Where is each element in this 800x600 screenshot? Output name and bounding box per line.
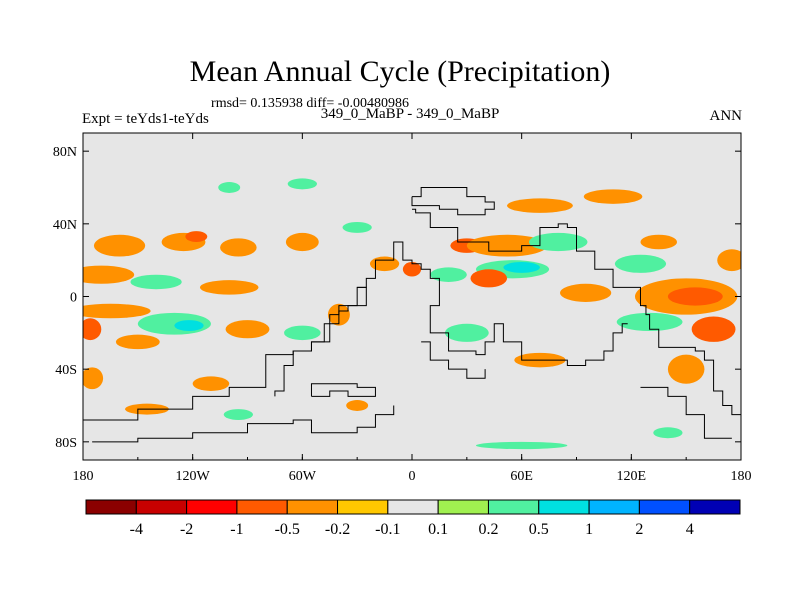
anomaly-patch-40 — [691, 316, 736, 342]
colorbar-label-0: -4 — [130, 521, 143, 538]
left-string: Expt = teYds1-teYds — [82, 111, 209, 127]
colorbar-label-7: 0.2 — [478, 521, 498, 538]
anomaly-patch-47 — [346, 400, 369, 411]
coastline-3 — [92, 405, 395, 443]
colorbar-label-8: 0.5 — [529, 521, 549, 538]
anomaly-patch-0 — [93, 234, 146, 257]
x-tick-label-6: 180 — [731, 469, 752, 484]
x-tick-label-4: 60E — [510, 469, 533, 484]
anomaly-patch-12 — [83, 318, 102, 341]
colorbar-box-6 — [387, 499, 439, 515]
y-tick-label-1: 40N — [53, 218, 77, 233]
anomaly-patch-30 — [470, 269, 508, 288]
colorbar-label-4: -0.2 — [325, 521, 350, 538]
anomaly-patch-35 — [640, 234, 678, 250]
anomaly-patch-22 — [342, 222, 372, 233]
anomaly-patch-44 — [667, 354, 705, 384]
anomaly-patch-42 — [444, 323, 489, 342]
anomaly-patch-23 — [369, 256, 400, 272]
anomaly-patch-46 — [475, 441, 568, 450]
anomaly-patch-33 — [507, 198, 573, 213]
anomaly-patch-45 — [653, 427, 683, 439]
colorbar-box-2 — [186, 499, 238, 515]
colorbar-box-3 — [236, 499, 288, 515]
axis-ticks: 180 120W 60W 0 60E 120E 180 80N 40N 0 40S 80S — [53, 133, 752, 484]
coastline-6 — [640, 386, 732, 439]
y-tick-label-2: 0 — [70, 291, 77, 306]
anomaly-patch-27 — [466, 234, 548, 257]
colorbar-box-12 — [689, 499, 741, 515]
coastline-layer — [83, 187, 741, 443]
anomaly-patch-38 — [667, 287, 723, 306]
anomaly-patch-10 — [174, 320, 204, 332]
anomaly-patch-16 — [83, 367, 104, 390]
colorbar-label-5: -0.1 — [375, 521, 400, 538]
anomaly-patch-3 — [220, 238, 257, 257]
anomaly-patch-2 — [185, 231, 208, 242]
coastline-2 — [274, 286, 367, 397]
anomaly-patch-4 — [285, 232, 319, 252]
anomaly-patch-6 — [130, 274, 182, 290]
x-tick-label-2: 60W — [289, 469, 317, 484]
chart-title: Mean Annual Cycle (Precipitation) — [189, 55, 611, 88]
coastline-4 — [310, 383, 376, 397]
colorbar-box-7 — [437, 499, 489, 515]
anomaly-patch-34 — [583, 189, 643, 204]
center-string: 349_0_MaBP - 349_0_MaBP — [320, 106, 500, 122]
y-tick-label-3: 40S — [55, 363, 77, 378]
colorbar-label-2: -1 — [230, 521, 243, 538]
x-tick-label-0: 180 — [73, 469, 94, 484]
anomaly-patch-41 — [717, 249, 741, 272]
x-tick-label-5: 120E — [617, 469, 647, 484]
colorbar-label-3: -0.5 — [275, 521, 300, 538]
anomaly-patch-14 — [284, 325, 321, 341]
anomaly-patch-13 — [115, 334, 160, 350]
anomaly-patch-36 — [614, 254, 667, 273]
colorbar-box-10 — [588, 499, 640, 515]
colorbar-label-11: 4 — [686, 521, 694, 538]
coastline-5 — [411, 187, 495, 216]
anomaly-patch-25 — [430, 267, 467, 282]
y-tick-label-4: 80S — [55, 436, 77, 451]
colorbar-box-4 — [286, 499, 339, 515]
colorbar-label-10: 2 — [635, 521, 643, 538]
anomaly-patch-24 — [402, 261, 422, 277]
x-tick-label-1: 120W — [176, 469, 211, 484]
anomaly-patch-29 — [503, 261, 540, 273]
y-tick-label-0: 80N — [53, 145, 77, 160]
coastline-7 — [421, 341, 486, 379]
colorbar: -4 -2 -1 -0.5 -0.2 -0.1 0.1 0.2 0.5 1 2 4 — [85, 499, 741, 538]
colorbar-box-5 — [337, 499, 389, 515]
coastline-0 — [412, 208, 741, 424]
colorbar-box-8 — [487, 499, 540, 515]
anomaly-patch-8 — [83, 303, 151, 319]
anomaly-patch-11 — [225, 320, 270, 339]
anomaly-patch-19 — [223, 409, 253, 421]
anomaly-patch-5 — [83, 265, 135, 284]
colorbar-label-9: 1 — [585, 521, 593, 538]
anomaly-patch-21 — [287, 178, 317, 190]
colorbar-box-1 — [135, 499, 188, 515]
right-string: ANN — [709, 108, 743, 124]
anomaly-patch-7 — [199, 280, 259, 295]
colorbar-label-1: -2 — [180, 521, 193, 538]
anomaly-patch-32 — [560, 283, 612, 302]
anomaly-patch-20 — [218, 182, 241, 193]
x-tick-label-3: 0 — [409, 469, 416, 484]
colorbar-box-9 — [538, 499, 590, 515]
colorbar-label-6: 0.1 — [428, 521, 448, 538]
anomaly-patch-31 — [528, 232, 588, 252]
colorbar-box-0 — [85, 499, 137, 515]
colorbar-box-11 — [638, 499, 691, 515]
anomaly-patch-17 — [192, 376, 230, 391]
stats-line: rmsd= 0.135938 diff= -0.00480986 — [211, 96, 409, 111]
